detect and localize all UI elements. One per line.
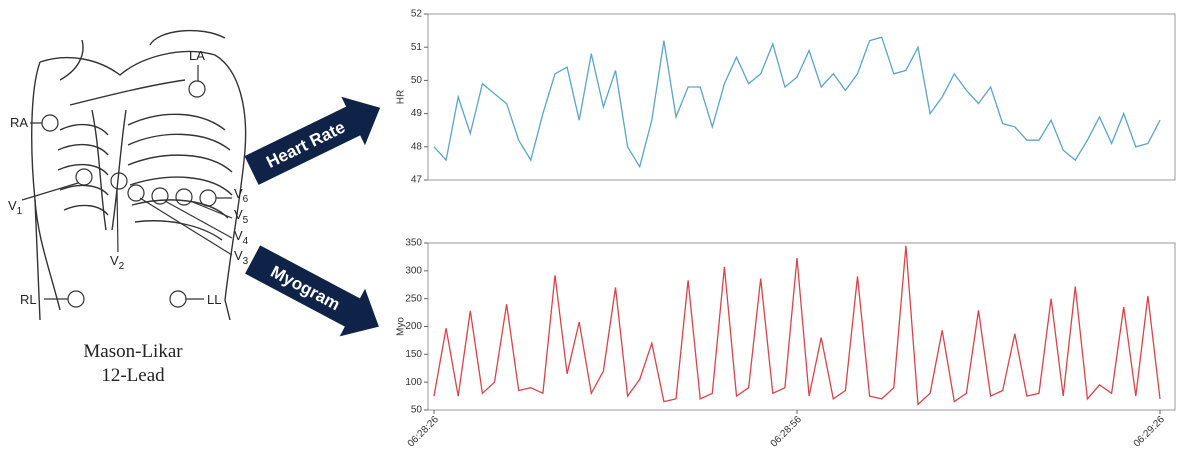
electrode-label: RL	[20, 292, 37, 307]
torso-diagram	[31, 29, 247, 321]
electrode-v6	[199, 189, 217, 207]
caption-line: 12-Lead	[101, 365, 165, 386]
electrode-letter: V	[234, 186, 243, 201]
arrow-heart-rate: Heart Rate	[244, 96, 381, 185]
electrode-sub: 4	[243, 236, 249, 247]
data-line	[433, 245, 1161, 406]
electrode-v2	[110, 172, 128, 190]
electrode-la	[188, 80, 206, 98]
caption-line: Mason-Likar	[83, 341, 183, 362]
y-tick-label: 52	[411, 9, 423, 20]
y-tick-label: 150	[405, 349, 422, 360]
electrodes	[21, 65, 233, 308]
electrode-label: V5	[234, 207, 249, 226]
y-tick-label: 49	[411, 108, 423, 119]
arrow-myogram: Myogram	[245, 245, 379, 337]
electrode-sub: 2	[119, 261, 125, 272]
y-tick-label: 350	[405, 238, 422, 249]
y-tick-label: 51	[411, 42, 423, 53]
electrode-label: V1	[8, 198, 23, 217]
y-tick-label: 100	[405, 377, 422, 388]
electrode-letter: V	[234, 248, 243, 263]
y-tick-label: 50	[411, 75, 423, 86]
y-tick-label: 50	[411, 405, 423, 416]
y-tick-label: 250	[405, 293, 422, 304]
y-tick-label: 48	[411, 141, 423, 152]
electrode-label: V4	[234, 228, 249, 247]
electrode-v3	[127, 184, 145, 202]
electrode-letter: V	[110, 253, 119, 268]
x-tick-label: 06:28:56	[769, 414, 805, 450]
electrode-letter: V	[234, 228, 243, 243]
electrode-sub: 1	[17, 206, 23, 217]
electrode-letter: V	[234, 207, 243, 222]
data-line	[433, 36, 1161, 169]
electrode-rl	[67, 290, 85, 308]
electrode-ll	[169, 290, 187, 308]
electrode-sub: 3	[243, 256, 249, 267]
electrode-v4	[151, 187, 169, 205]
electrode-v5	[175, 188, 193, 206]
electrode-label: V3	[234, 248, 249, 267]
electrode-label: LA	[189, 48, 205, 63]
electrode-label: V6	[234, 186, 249, 205]
electrode-v1	[75, 168, 93, 186]
electrode-sub: 6	[243, 194, 249, 205]
y-tick-label: 47	[411, 175, 423, 186]
x-tick-label: 06:28:26	[406, 414, 442, 450]
y-tick-label: 300	[405, 265, 422, 276]
electrode-labels: RA LA V1 V2 V3 V4 V5 V6 RL LL	[8, 48, 249, 307]
y-axis-label: HR	[396, 90, 407, 104]
electrode-ra	[41, 114, 59, 132]
electrode-sub: 5	[243, 215, 249, 226]
y-tick-label: 200	[405, 321, 422, 332]
plot-frame	[427, 13, 1176, 181]
electrode-label: LL	[207, 292, 221, 307]
x-tick-label: 06:29:26	[1132, 414, 1168, 450]
electrode-label: V2	[110, 253, 125, 272]
electrode-letter: V	[8, 198, 17, 213]
plot-frame	[427, 242, 1176, 411]
electrode-label: RA	[10, 115, 28, 130]
y-axis-label: Myo	[396, 317, 407, 336]
